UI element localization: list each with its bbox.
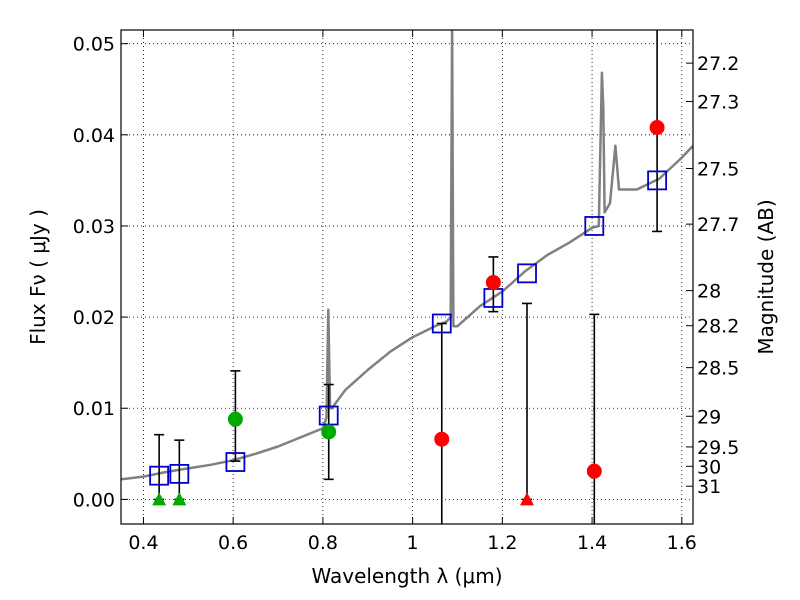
- axes-ticks: 0.4 0.6 0.8 1 1.2 1.4 1.6 0.00 0.01 0.02 0.03 0.04 0…: [73, 30, 739, 554]
- upper-limit-triangle: [520, 492, 535, 506]
- y-tick-label: 0.00: [73, 489, 115, 511]
- x-tick-label: 1.2: [487, 532, 517, 554]
- y-tick-label: 0.02: [73, 307, 115, 329]
- detection-point: [649, 120, 665, 136]
- mag-tick-label: 29: [697, 406, 721, 428]
- mag-tick-label: 27.5: [697, 158, 739, 180]
- model-photometry-square: [584, 216, 605, 236]
- detection-point: [586, 463, 602, 479]
- upper-limit-triangle: [172, 492, 187, 506]
- model-photometry-square: [149, 465, 170, 486]
- y-axis-right-label: Magnitude (AB): [754, 199, 778, 354]
- mag-tick-label: 27.7: [697, 214, 739, 236]
- model-photometry-square: [647, 170, 668, 191]
- y-tick-label: 0.01: [73, 398, 115, 420]
- mag-tick-label: 31: [697, 476, 721, 498]
- x-tick-label: 0.8: [308, 532, 338, 554]
- x-tick-label: 0.4: [128, 532, 158, 554]
- model-photometry-square: [225, 452, 246, 472]
- x-axis-label: Wavelength λ (μm): [311, 564, 502, 588]
- y-axis-label: Flux Fν ( μJy ): [26, 209, 50, 345]
- y-tick-label: 0.04: [73, 125, 115, 147]
- x-tick-label: 0.6: [218, 532, 248, 554]
- mag-tick-label: 28.5: [697, 358, 739, 380]
- x-tick-label: 1.6: [667, 532, 697, 554]
- model-photometry-square: [169, 463, 190, 484]
- plot-frame: [120, 29, 694, 525]
- x-tick-label: 1: [407, 532, 419, 554]
- model-photometry-square: [431, 313, 452, 334]
- mag-tick-label: 28: [697, 281, 721, 303]
- detection-point: [434, 431, 450, 447]
- plot-background: [121, 30, 693, 524]
- x-tick-label: 1.4: [577, 532, 607, 554]
- mag-tick-label: 28.2: [697, 316, 739, 338]
- mag-tick-label: 27.3: [697, 92, 739, 114]
- detection-point: [321, 424, 337, 440]
- mag-tick-label: 30: [697, 456, 721, 478]
- detection-point: [485, 274, 501, 290]
- y-tick-label: 0.03: [73, 216, 115, 238]
- y-tick-label: 0.05: [73, 34, 115, 56]
- mag-tick-label: 29.5: [697, 437, 739, 459]
- plot-area: [121, 30, 693, 524]
- detection-point: [227, 411, 243, 427]
- mag-tick-label: 27.2: [697, 53, 739, 75]
- model-photometry-square: [517, 263, 537, 284]
- upper-limit-triangle: [152, 492, 167, 506]
